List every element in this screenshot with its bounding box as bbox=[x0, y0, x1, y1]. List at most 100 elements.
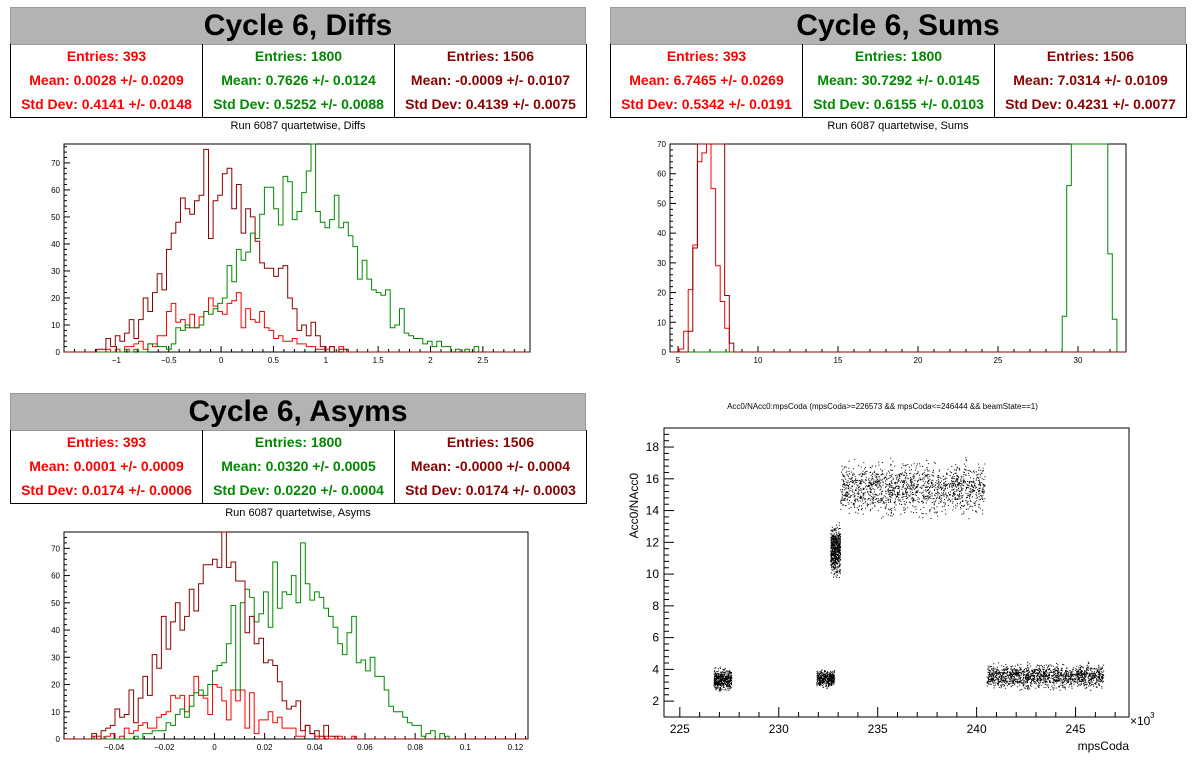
chart-asyms: −0.04 −0.02 0 0.02 0.04 0.06 0.08 0.1 0.12 0 10 20 3… bbox=[51, 531, 529, 752]
stddev-text: Std Dev: 0.5252 +/- 0.0088 bbox=[213, 96, 384, 112]
diffs-title: Cycle 6, Diffs bbox=[10, 7, 586, 45]
y-tick-label: 70 bbox=[51, 544, 60, 553]
sums-stats-darkred: Entries: 1506 Mean: 7.0314 +/- 0.0109 St… bbox=[994, 44, 1187, 118]
mean-text: Mean: 7.0314 +/- 0.0109 bbox=[1013, 72, 1168, 88]
stddev-text: Std Dev: 0.4139 +/- 0.0075 bbox=[405, 96, 576, 112]
y-tick-label: 50 bbox=[51, 599, 60, 608]
chart-acc0: 225 230 235 240 245 2 4 6 8 10 12 14 16 18 Acc0/NAcc0:… bbox=[627, 402, 1155, 753]
x-tick-label: 0.06 bbox=[357, 743, 373, 752]
mean-text: Mean: 6.7465 +/- 0.0269 bbox=[629, 72, 784, 88]
y-tick-label: 60 bbox=[51, 186, 60, 195]
y-tick-label: 16 bbox=[646, 472, 660, 486]
diffs-stats-darkred: Entries: 1506 Mean: -0.0009 +/- 0.0107 S… bbox=[394, 44, 587, 118]
y-tick-label: 6 bbox=[652, 631, 659, 645]
x-tick-label: 0.5 bbox=[268, 356, 280, 365]
y-tick-label: 20 bbox=[51, 681, 60, 690]
x-multiplier: ×10 bbox=[1130, 714, 1151, 728]
x-tick-label: 0 bbox=[219, 356, 224, 365]
x-tick-label: 1.5 bbox=[373, 356, 385, 365]
stddev-text: Std Dev: 0.0174 +/- 0.0003 bbox=[405, 482, 576, 498]
mean-text: Mean: -0.0000 +/- 0.0004 bbox=[410, 458, 571, 474]
x-tick-label: 0.1 bbox=[460, 743, 472, 752]
entries-text: Entries: 393 bbox=[66, 434, 147, 450]
entries-text: Entries: 1800 bbox=[254, 434, 343, 450]
entries-text: Entries: 1800 bbox=[854, 48, 943, 64]
y-tick-label: 70 bbox=[657, 140, 666, 149]
y-tick-label: 70 bbox=[51, 159, 60, 168]
y-tick-label: 10 bbox=[657, 318, 666, 327]
sums-subtitle: Run 6087 quartetwise, Sums bbox=[827, 120, 969, 132]
y-tick-label: 4 bbox=[652, 662, 659, 676]
sums-stats-red: Entries: 393 Mean: 6.7465 +/- 0.0269 Std… bbox=[610, 44, 803, 118]
chart-diffs: −1 −0.5 0 0.5 1 1.5 2 2.5 0 10 20 30 40 50 60 70 bbox=[51, 143, 531, 365]
x-tick-label: 0 bbox=[212, 743, 217, 752]
y-tick-label: 0 bbox=[56, 735, 61, 744]
x-tick-label: 15 bbox=[834, 356, 843, 365]
y-tick-label: 30 bbox=[657, 259, 666, 268]
y-axis-label: Acc0/NAcc0 bbox=[627, 473, 641, 539]
mean-text: Mean: 0.0028 +/- 0.0209 bbox=[29, 72, 184, 88]
plot-frame bbox=[663, 427, 1130, 718]
x-tick-label: 0.02 bbox=[257, 743, 273, 752]
stddev-text: Std Dev: 0.4231 +/- 0.0077 bbox=[1005, 96, 1176, 112]
x-tick-label: 2 bbox=[428, 356, 433, 365]
sums-stats-green: Entries: 1800 Mean: 30.7292 +/- 0.0145 S… bbox=[802, 44, 995, 118]
y-tick-label: 0 bbox=[662, 348, 667, 357]
mean-text: Mean: 0.7626 +/- 0.0124 bbox=[221, 72, 376, 88]
x-multiplier-exponent: 3 bbox=[1150, 711, 1155, 720]
chart-sums: 5 10 15 20 25 30 0 10 20 30 40 50 60 70 bbox=[657, 140, 1127, 365]
asyms-stats-green: Entries: 1800 Mean: 0.0320 +/- 0.0005 St… bbox=[202, 430, 395, 504]
diffs-subtitle: Run 6087 quartetwise, Diffs bbox=[230, 120, 366, 132]
diffs-stats: Entries: 393 Mean: 0.0028 +/- 0.0209 Std… bbox=[10, 44, 587, 118]
y-tick-label: 40 bbox=[51, 626, 60, 635]
stddev-text: Std Dev: 0.4141 +/- 0.0148 bbox=[21, 96, 192, 112]
stddev-text: Std Dev: 0.0174 +/- 0.0006 bbox=[21, 482, 192, 498]
x-tick-label: 20 bbox=[914, 356, 923, 365]
entries-text: Entries: 1800 bbox=[254, 48, 343, 64]
x-tick-label: −0.5 bbox=[161, 356, 177, 365]
y-tick-label: 30 bbox=[51, 653, 60, 662]
stddev-text: Std Dev: 0.5342 +/- 0.0191 bbox=[621, 96, 792, 112]
asyms-stats-darkred: Entries: 1506 Mean: -0.0000 +/- 0.0004 S… bbox=[394, 430, 587, 504]
y-tick-label: 12 bbox=[646, 535, 660, 549]
x-tick-label: 30 bbox=[1074, 356, 1083, 365]
entries-text: Entries: 1506 bbox=[446, 434, 535, 450]
y-tick-label: 60 bbox=[51, 572, 60, 581]
x-tick-label: 235 bbox=[868, 722, 888, 736]
entries-text: Entries: 393 bbox=[66, 48, 147, 64]
histogram-series bbox=[64, 143, 530, 353]
asyms-title: Cycle 6, Asyms bbox=[10, 393, 586, 431]
diffs-stats-red: Entries: 393 Mean: 0.0028 +/- 0.0209 Std… bbox=[10, 44, 203, 118]
x-tick-label: 2.5 bbox=[477, 356, 489, 365]
asyms-stats-red: Entries: 393 Mean: 0.0001 +/- 0.0009 Std… bbox=[10, 430, 203, 504]
stddev-text: Std Dev: 0.6155 +/- 0.0103 bbox=[813, 96, 984, 112]
x-tick-label: 225 bbox=[670, 722, 690, 736]
scatter-cluster bbox=[840, 457, 986, 520]
y-tick-label: 10 bbox=[646, 567, 660, 581]
sums-stats: Entries: 393 Mean: 6.7465 +/- 0.0269 Std… bbox=[610, 44, 1187, 118]
histogram-series bbox=[670, 143, 1126, 353]
y-tick-label: 30 bbox=[51, 267, 60, 276]
x-tick-label: 1 bbox=[324, 356, 329, 365]
y-tick-label: 0 bbox=[56, 348, 61, 357]
entries-text: Entries: 393 bbox=[666, 48, 747, 64]
y-tick-label: 14 bbox=[646, 504, 660, 518]
y-tick-label: 18 bbox=[646, 440, 660, 454]
x-axis-label: mpsCoda bbox=[1078, 739, 1130, 753]
asyms-stats: Entries: 393 Mean: 0.0001 +/- 0.0009 Std… bbox=[10, 430, 587, 504]
y-tick-label: 8 bbox=[652, 599, 659, 613]
x-tick-label: 5 bbox=[676, 356, 681, 365]
mean-text: Mean: -0.0009 +/- 0.0107 bbox=[410, 72, 571, 88]
mean-text: Mean: 30.7292 +/- 0.0145 bbox=[817, 72, 980, 88]
x-tick-label: −1 bbox=[112, 356, 122, 365]
x-tick-label: 10 bbox=[754, 356, 763, 365]
asyms-subtitle: Run 6087 quartetwise, Asyms bbox=[225, 507, 371, 519]
mean-text: Mean: 0.0320 +/- 0.0005 bbox=[221, 458, 376, 474]
plot-frame bbox=[63, 143, 531, 353]
y-tick-label: 50 bbox=[657, 199, 666, 208]
x-tick-label: 0.04 bbox=[307, 743, 323, 752]
histogram-series bbox=[64, 542, 528, 740]
y-tick-label: 20 bbox=[657, 289, 666, 298]
scatter-cluster bbox=[830, 522, 842, 578]
